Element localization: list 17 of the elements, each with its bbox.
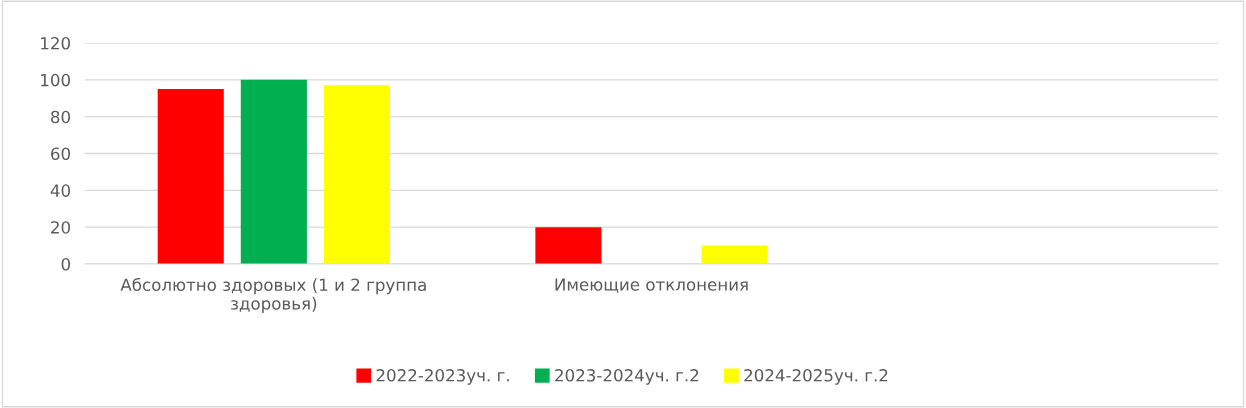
bar — [535, 227, 602, 264]
y-tick-label: 60 — [51, 147, 70, 161]
y-tick-label: 20 — [51, 221, 70, 234]
y-tick-label: 0 — [61, 257, 70, 271]
y-tick-label: 80 — [51, 110, 70, 124]
bar — [701, 245, 768, 264]
legend-label: 2023-2024уч. г.2 — [555, 369, 699, 385]
x-tick-label: Имеющие отклонения — [555, 278, 748, 293]
bar — [240, 79, 307, 264]
legend-label: 2022-2023уч. г. — [376, 369, 509, 385]
bar — [323, 85, 390, 264]
bar — [157, 89, 224, 264]
y-tick-label: 100 — [41, 73, 70, 87]
y-tick-label: 120 — [41, 36, 70, 50]
x-tick-label: Абсолютно здоровых (1 и 2 группа здоровья) — [120, 277, 426, 313]
y-tick-label: 40 — [50, 184, 70, 197]
legend-label: 2024-2025уч. г.2 — [744, 369, 888, 385]
